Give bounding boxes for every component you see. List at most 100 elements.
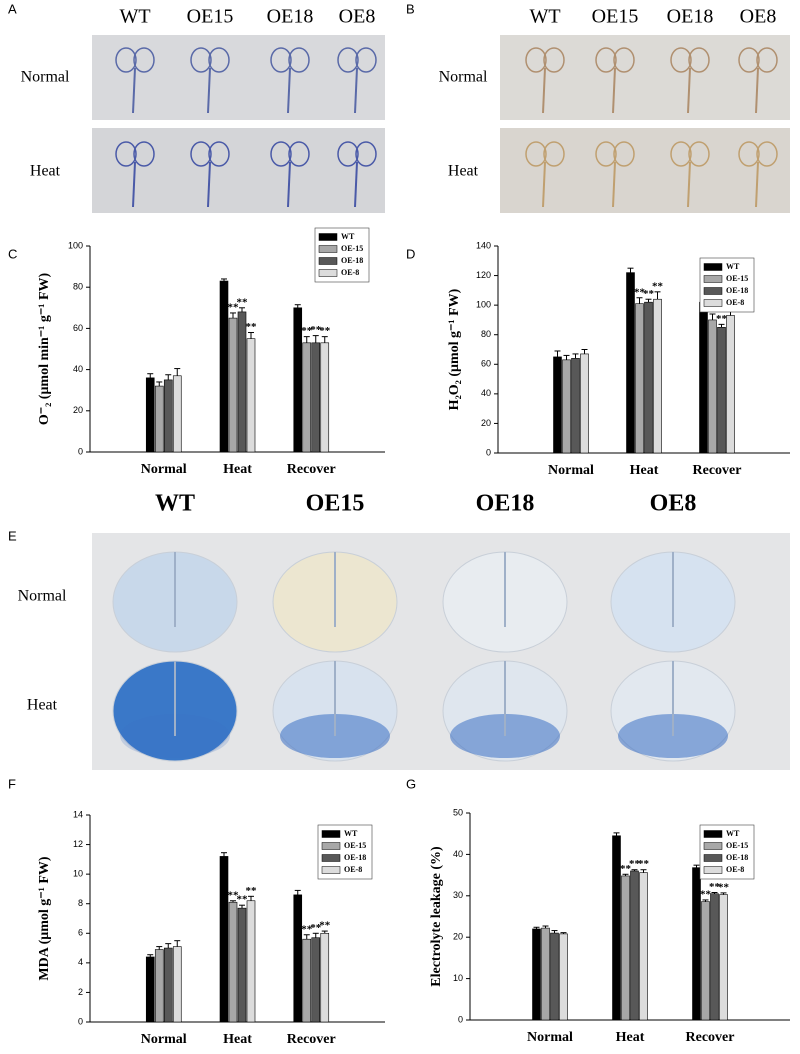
legend-swatch <box>321 854 341 862</box>
legend-swatch <box>321 866 341 874</box>
stem <box>612 161 616 208</box>
significance-label: ** <box>620 863 632 875</box>
y-tick-label: 0 <box>78 1016 83 1026</box>
y-tick-label: 0 <box>78 446 83 456</box>
legend-label: OE-8 <box>726 865 744 874</box>
legend-swatch <box>703 866 723 874</box>
legend-label: OE-18 <box>726 286 748 295</box>
bar <box>154 949 164 1023</box>
legend-swatch <box>321 842 341 850</box>
bar <box>710 893 719 1021</box>
bar <box>719 894 728 1021</box>
panel-label: G <box>406 776 416 791</box>
column-label: OE18 <box>267 6 314 28</box>
x-tick-label: Heat <box>223 462 252 477</box>
legend-label: OE-18 <box>341 256 363 265</box>
bar <box>320 342 330 453</box>
x-tick-label: Recover <box>686 1030 735 1045</box>
y-axis-title: H₂O₂ (μmol g⁻¹ FW) <box>447 288 462 410</box>
panel-label: A <box>8 1 17 16</box>
legend-swatch <box>318 245 338 253</box>
stem <box>612 67 616 114</box>
legend-label: WT <box>344 829 358 838</box>
column-label: OE8 <box>339 6 376 28</box>
legend-swatch <box>703 263 723 271</box>
legend-label: OE-8 <box>726 298 744 307</box>
stem <box>542 161 546 208</box>
cotyledon <box>738 141 760 167</box>
column-label: OE18 <box>667 6 714 28</box>
cotyledon <box>595 141 617 167</box>
bar <box>163 947 173 1023</box>
bar <box>717 327 726 454</box>
y-tick-label: 60 <box>73 323 83 333</box>
column-label: OE18 <box>476 491 535 517</box>
y-tick-label: 14 <box>73 809 83 819</box>
y-tick-label: 0 <box>486 447 491 457</box>
y-tick-label: 4 <box>78 957 83 967</box>
y-tick-label: 40 <box>73 364 83 374</box>
cotyledon <box>115 47 137 73</box>
panel-label: D <box>406 246 415 261</box>
legend-label: WT <box>726 262 740 271</box>
bar <box>311 937 321 1023</box>
y-tick-label: 10 <box>453 973 463 983</box>
row-label: Heat <box>27 697 58 714</box>
cotyledon <box>756 47 778 73</box>
cotyledon <box>115 141 137 167</box>
cotyledon <box>270 141 292 167</box>
x-tick-label: Heat <box>630 463 659 478</box>
legend-swatch <box>318 269 338 277</box>
y-tick-label: 100 <box>476 300 491 310</box>
cotyledon <box>738 47 760 73</box>
bar <box>228 901 238 1023</box>
significance-label: ** <box>643 288 655 300</box>
legend-label: OE-8 <box>341 268 359 277</box>
significance-label: ** <box>652 280 664 292</box>
cotyledon <box>337 47 359 73</box>
bar <box>293 894 303 1023</box>
row-label: Normal <box>18 588 67 605</box>
bar <box>145 377 155 453</box>
cotyledon <box>355 141 377 167</box>
bar <box>550 932 559 1021</box>
significance-label: ** <box>301 923 313 935</box>
cotyledon <box>337 141 359 167</box>
y-tick-label: 20 <box>453 932 463 942</box>
bar <box>320 932 330 1023</box>
bar <box>145 956 155 1023</box>
y-tick-label: 6 <box>78 928 83 938</box>
cotyledon <box>688 47 710 73</box>
bar <box>237 907 247 1023</box>
bar <box>172 375 182 453</box>
stem <box>132 67 136 114</box>
bar <box>621 875 630 1021</box>
significance-label: ** <box>634 286 646 298</box>
stem <box>755 161 759 208</box>
significance-label: ** <box>638 858 650 870</box>
significance-label: ** <box>246 885 258 897</box>
y-tick-label: 8 <box>78 898 83 908</box>
bar <box>553 356 562 454</box>
column-label: WT <box>119 6 150 28</box>
bar <box>154 385 164 453</box>
bar <box>580 353 589 454</box>
y-tick-label: 140 <box>476 240 491 250</box>
legend-swatch <box>703 287 723 295</box>
bar <box>163 379 173 453</box>
bar <box>246 900 256 1023</box>
panel-label: B <box>406 1 415 16</box>
bar <box>559 933 568 1021</box>
y-tick-label: 50 <box>453 807 463 817</box>
stem <box>687 67 691 114</box>
legend-label: WT <box>726 829 740 838</box>
photo-a-heat <box>92 128 385 213</box>
cotyledon <box>595 47 617 73</box>
bar <box>630 870 639 1021</box>
cotyledon <box>190 141 212 167</box>
cotyledon <box>208 141 230 167</box>
cotyledon <box>133 141 155 167</box>
column-label: OE15 <box>187 6 234 28</box>
y-tick-label: 2 <box>78 987 83 997</box>
